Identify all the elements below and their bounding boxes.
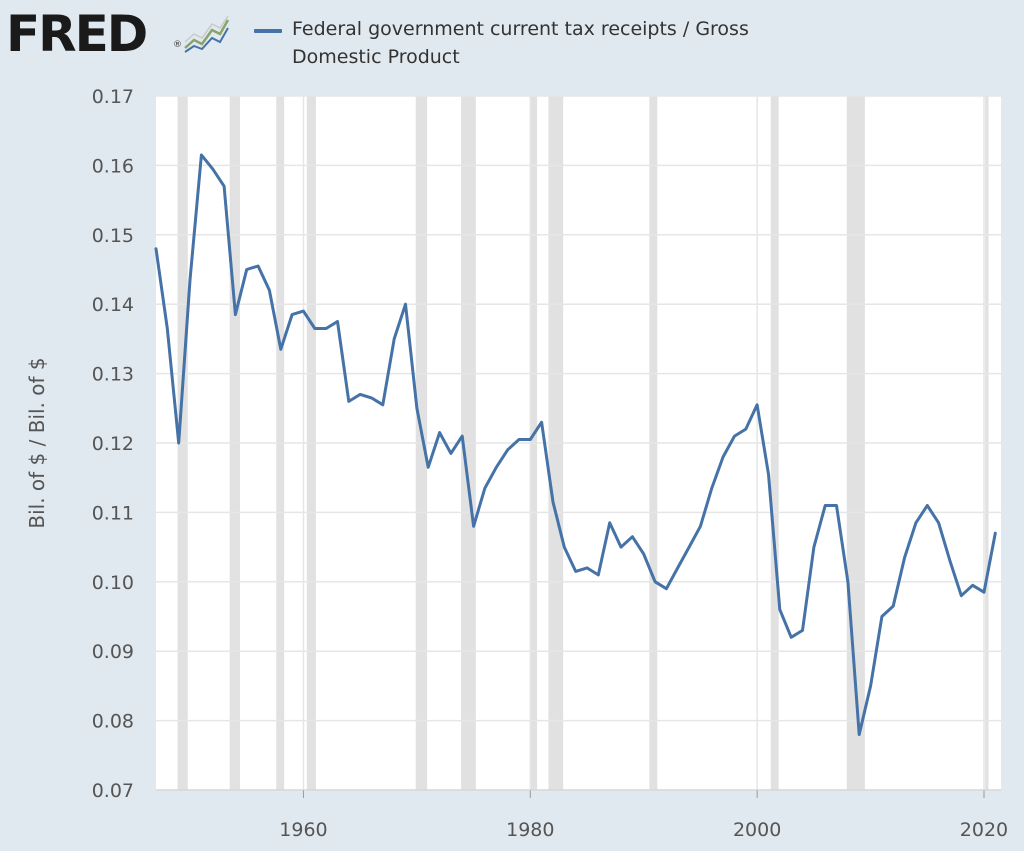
data-point[interactable] bbox=[573, 568, 579, 574]
data-point[interactable] bbox=[856, 731, 862, 737]
data-point[interactable] bbox=[153, 246, 159, 252]
x-tick-label: 2020 bbox=[960, 819, 1008, 841]
data-point[interactable] bbox=[641, 551, 647, 557]
y-tick-label: 0.17 bbox=[92, 86, 134, 108]
data-point[interactable] bbox=[731, 433, 737, 439]
data-point[interactable] bbox=[709, 485, 715, 491]
data-point[interactable] bbox=[357, 391, 363, 397]
data-point[interactable] bbox=[244, 267, 250, 273]
data-point[interactable] bbox=[323, 325, 329, 331]
y-tick-label: 0.10 bbox=[92, 572, 134, 594]
data-point[interactable] bbox=[493, 464, 499, 470]
legend-label: Federal government current tax receipts … bbox=[292, 18, 749, 68]
line-graph-icon bbox=[182, 12, 230, 54]
data-point[interactable] bbox=[369, 395, 375, 401]
data-point[interactable] bbox=[629, 534, 635, 540]
data-point[interactable] bbox=[788, 634, 794, 640]
x-tick-label: 2000 bbox=[733, 819, 781, 841]
data-point[interactable] bbox=[505, 447, 511, 453]
data-point[interactable] bbox=[879, 614, 885, 620]
data-point[interactable] bbox=[958, 593, 964, 599]
data-point[interactable] bbox=[720, 454, 726, 460]
data-point[interactable] bbox=[221, 183, 227, 189]
data-point[interactable] bbox=[902, 555, 908, 561]
data-point[interactable] bbox=[527, 437, 533, 443]
data-point[interactable] bbox=[697, 523, 703, 529]
data-point[interactable] bbox=[198, 152, 204, 158]
data-point[interactable] bbox=[459, 433, 465, 439]
data-point[interactable] bbox=[471, 523, 477, 529]
data-point[interactable] bbox=[822, 502, 828, 508]
data-point[interactable] bbox=[970, 582, 976, 588]
data-point[interactable] bbox=[607, 520, 613, 526]
fred-logo[interactable]: FRED bbox=[6, 5, 148, 63]
y-tick-label: 0.08 bbox=[92, 711, 134, 733]
data-point[interactable] bbox=[266, 287, 272, 293]
data-point[interactable] bbox=[584, 565, 590, 571]
data-point[interactable] bbox=[868, 683, 874, 689]
data-point[interactable] bbox=[448, 450, 454, 456]
data-point[interactable] bbox=[936, 520, 942, 526]
data-point[interactable] bbox=[663, 586, 669, 592]
x-tick-label: 1960 bbox=[279, 819, 327, 841]
registered-mark: ® bbox=[173, 40, 182, 50]
data-point[interactable] bbox=[811, 544, 817, 550]
data-point[interactable] bbox=[800, 627, 806, 633]
data-point[interactable] bbox=[845, 579, 851, 585]
data-point[interactable] bbox=[834, 502, 840, 508]
header: FRED ® Federal government current tax re… bbox=[0, 0, 1024, 92]
data-point[interactable] bbox=[516, 437, 522, 443]
y-tick-label: 0.07 bbox=[92, 780, 134, 802]
data-point[interactable] bbox=[550, 499, 556, 505]
y-tick-label: 0.09 bbox=[92, 641, 134, 663]
y-tick-label: 0.13 bbox=[92, 364, 134, 386]
data-point[interactable] bbox=[289, 312, 295, 318]
data-point[interactable] bbox=[414, 405, 420, 411]
data-point[interactable] bbox=[743, 426, 749, 432]
data-point[interactable] bbox=[618, 544, 624, 550]
data-point[interactable] bbox=[346, 398, 352, 404]
y-tick-label: 0.14 bbox=[92, 294, 134, 316]
y-tick-label: 0.15 bbox=[92, 225, 134, 247]
y-axis-title: Bil. of $ / Bil. of $ bbox=[25, 357, 49, 528]
data-point[interactable] bbox=[391, 336, 397, 342]
data-point[interactable] bbox=[913, 520, 919, 526]
data-point[interactable] bbox=[255, 263, 261, 269]
data-point[interactable] bbox=[777, 607, 783, 613]
legend-swatch bbox=[254, 29, 282, 33]
y-tick-label: 0.16 bbox=[92, 155, 134, 177]
data-point[interactable] bbox=[675, 565, 681, 571]
data-point[interactable] bbox=[539, 419, 545, 425]
data-point[interactable] bbox=[334, 319, 340, 325]
data-point[interactable] bbox=[176, 440, 182, 446]
x-tick-label: 1980 bbox=[506, 819, 554, 841]
data-point[interactable] bbox=[890, 603, 896, 609]
y-tick-label: 0.12 bbox=[92, 433, 134, 455]
data-point[interactable] bbox=[924, 502, 930, 508]
data-point[interactable] bbox=[278, 346, 284, 352]
data-point[interactable] bbox=[232, 312, 238, 318]
data-point[interactable] bbox=[210, 166, 216, 172]
data-point[interactable] bbox=[947, 558, 953, 564]
data-point[interactable] bbox=[312, 325, 318, 331]
data-point[interactable] bbox=[380, 402, 386, 408]
data-point[interactable] bbox=[992, 530, 998, 536]
y-tick-label: 0.11 bbox=[92, 502, 134, 524]
data-point[interactable] bbox=[981, 589, 987, 595]
data-point[interactable] bbox=[187, 277, 193, 283]
data-point[interactable] bbox=[403, 301, 409, 307]
data-point[interactable] bbox=[652, 579, 658, 585]
data-point[interactable] bbox=[686, 544, 692, 550]
data-point[interactable] bbox=[595, 572, 601, 578]
data-point[interactable] bbox=[425, 464, 431, 470]
data-point[interactable] bbox=[561, 544, 567, 550]
data-point[interactable] bbox=[164, 325, 170, 331]
data-point[interactable] bbox=[482, 485, 488, 491]
series-line bbox=[154, 153, 997, 736]
data-point[interactable] bbox=[437, 430, 443, 436]
data-point[interactable] bbox=[765, 471, 771, 477]
data-point[interactable] bbox=[754, 402, 760, 408]
data-point[interactable] bbox=[300, 308, 306, 314]
